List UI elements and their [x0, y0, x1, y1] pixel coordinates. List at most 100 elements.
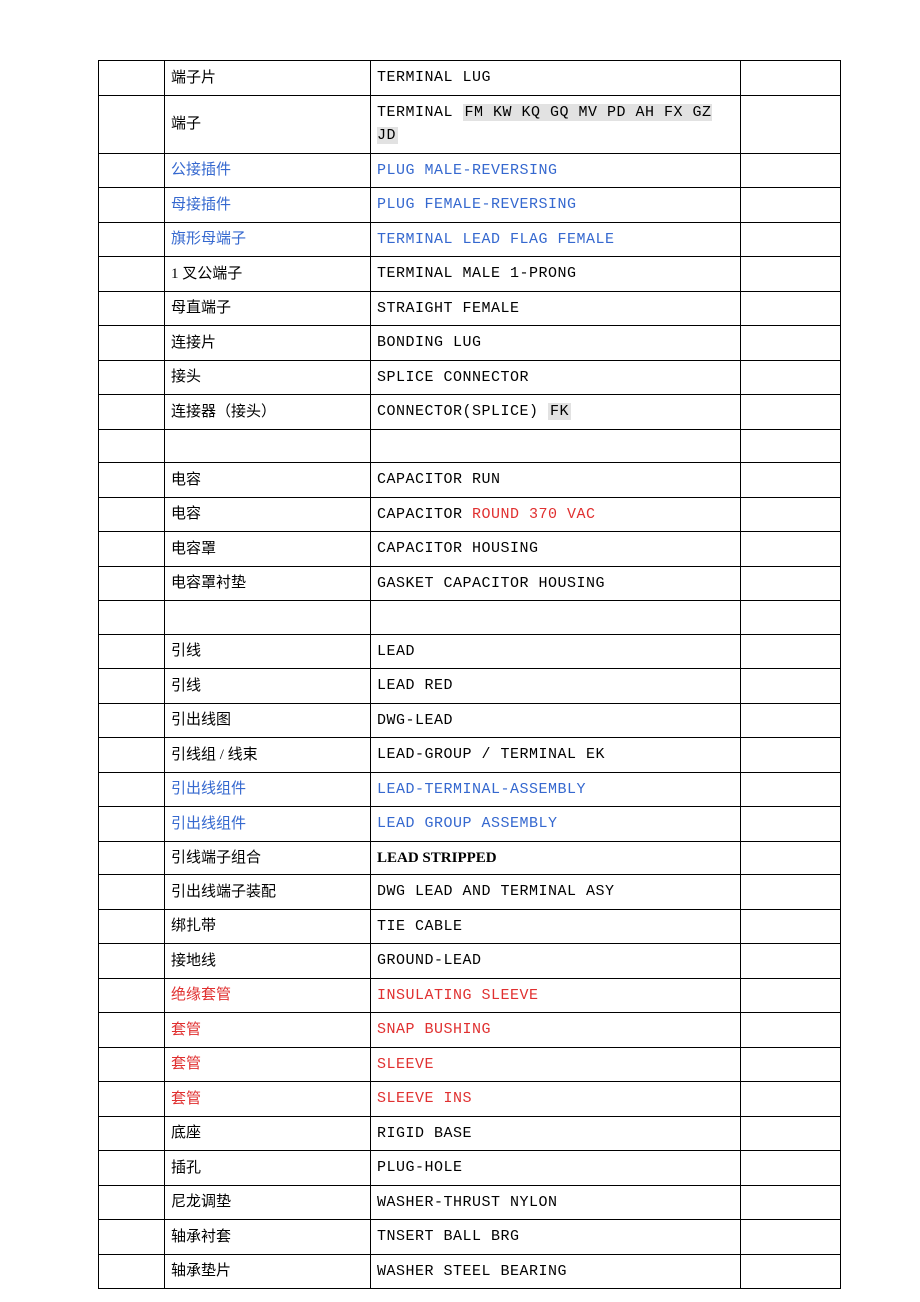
col-4	[741, 188, 841, 223]
chinese-term-text: 1 叉公端子	[171, 266, 242, 282]
table-row: 尼龙调垫WASHER-THRUST NYLON	[99, 1185, 841, 1220]
table-row: 绑扎带TIE CABLE	[99, 909, 841, 944]
english-term-segment: WASHER-THRUST NYLON	[377, 1194, 558, 1211]
english-term-segment: TERMINAL MALE 1-PRONG	[377, 265, 577, 282]
chinese-term-text: 母直端子	[171, 300, 231, 316]
english-term: WASHER-THRUST NYLON	[371, 1185, 741, 1220]
english-term: LEAD	[371, 634, 741, 669]
col-1	[99, 188, 165, 223]
page: 端子片TERMINAL LUG端子TERMINAL FM KW KQ GQ MV…	[0, 0, 920, 1302]
col-4	[741, 566, 841, 601]
col-1	[99, 1013, 165, 1048]
english-term-segment: CAPACITOR RUN	[377, 471, 501, 488]
english-term-segment: LEAD GROUP ASSEMBLY	[377, 815, 558, 832]
col-4	[741, 909, 841, 944]
chinese-term-text: 旗形母端子	[171, 231, 246, 247]
col-4	[741, 395, 841, 430]
col-4	[741, 944, 841, 979]
english-term-segment: SLEEVE INS	[377, 1090, 472, 1107]
english-term: LEAD STRIPPED	[371, 841, 741, 875]
english-term	[371, 601, 741, 635]
col-4	[741, 1220, 841, 1255]
col-1	[99, 463, 165, 498]
col-4	[741, 532, 841, 567]
col-4	[741, 291, 841, 326]
english-term: PLUG FEMALE-REVERSING	[371, 188, 741, 223]
english-term-segment: TERMINAL LUG	[377, 69, 491, 86]
english-term-segment: SNAP BUSHING	[377, 1021, 491, 1038]
table-row: 母直端子STRAIGHT FEMALE	[99, 291, 841, 326]
chinese-term-text: 引线	[171, 643, 201, 659]
table-row: 连接器（接头）CONNECTOR(SPLICE) FK	[99, 395, 841, 430]
english-term: CAPACITOR HOUSING	[371, 532, 741, 567]
col-4	[741, 1082, 841, 1117]
col-4	[741, 222, 841, 257]
chinese-term-text: 电容罩	[171, 541, 216, 557]
table-row: 引线端子组合 LEAD STRIPPED	[99, 841, 841, 875]
english-term: GROUND-LEAD	[371, 944, 741, 979]
english-term: TERMINAL MALE 1-PRONG	[371, 257, 741, 292]
chinese-term-text: 引线	[171, 678, 201, 694]
chinese-term: 电容	[165, 497, 371, 532]
table-row: 轴承衬套TNSERT BALL BRG	[99, 1220, 841, 1255]
chinese-term-text: 电容	[171, 506, 201, 522]
col-4	[741, 326, 841, 361]
col-1	[99, 703, 165, 738]
col-1	[99, 1220, 165, 1255]
english-term: SLEEVE	[371, 1047, 741, 1082]
english-term: CAPACITOR ROUND 370 VAC	[371, 497, 741, 532]
col-1	[99, 669, 165, 704]
col-4	[741, 1013, 841, 1048]
chinese-term: 底座	[165, 1116, 371, 1151]
chinese-term: 绝缘套管	[165, 978, 371, 1013]
english-term-segment: WASHER STEEL BEARING	[377, 1263, 567, 1280]
english-term-segment: DWG-LEAD	[377, 712, 453, 729]
chinese-term-text: 引出线组件	[171, 816, 246, 832]
chinese-term-text: 引出线组件	[171, 781, 246, 797]
english-term-segment: CAPACITOR HOUSING	[377, 540, 539, 557]
chinese-term-text: 端子片	[171, 70, 216, 86]
table-row: 引出线组件LEAD-TERMINAL-ASSEMBLY	[99, 772, 841, 807]
col-4	[741, 1047, 841, 1082]
chinese-term: 套管	[165, 1082, 371, 1117]
english-term-segment: TIE CABLE	[377, 918, 463, 935]
chinese-term: 引出线图	[165, 703, 371, 738]
chinese-term-text: 引出线图	[171, 712, 231, 728]
table-row: 插孔PLUG-HOLE	[99, 1151, 841, 1186]
chinese-term: 接地线	[165, 944, 371, 979]
english-term: WASHER STEEL BEARING	[371, 1254, 741, 1289]
col-1	[99, 807, 165, 842]
col-4	[741, 772, 841, 807]
chinese-term-text: 引出线端子装配	[171, 884, 276, 900]
col-1	[99, 566, 165, 601]
col-1	[99, 601, 165, 635]
col-4	[741, 1151, 841, 1186]
col-1	[99, 1151, 165, 1186]
table-row: 引线组 / 线束LEAD-GROUP / TERMINAL EK	[99, 738, 841, 773]
chinese-term-text: 引线端子组合	[171, 850, 261, 866]
col-1	[99, 772, 165, 807]
col-1	[99, 978, 165, 1013]
english-term-segment: DWG LEAD AND TERMINAL ASY	[377, 883, 615, 900]
chinese-term-text: 接头	[171, 369, 201, 385]
col-1	[99, 1254, 165, 1289]
col-4	[741, 875, 841, 910]
col-1	[99, 497, 165, 532]
chinese-term-text: 电容	[171, 472, 201, 488]
english-term: GASKET CAPACITOR HOUSING	[371, 566, 741, 601]
table-row: 接地线 GROUND-LEAD	[99, 944, 841, 979]
col-1	[99, 95, 165, 153]
english-term: CONNECTOR(SPLICE) FK	[371, 395, 741, 430]
col-4	[741, 1254, 841, 1289]
english-term-segment: GROUND-LEAD	[377, 952, 482, 969]
english-term-segment: FK	[548, 403, 571, 420]
col-1	[99, 1047, 165, 1082]
table-row: 套管 SLEEVE INS	[99, 1082, 841, 1117]
col-1	[99, 532, 165, 567]
table-row: 连接片BONDING LUG	[99, 326, 841, 361]
chinese-term: 引线	[165, 634, 371, 669]
table-row: 电容罩衬垫GASKET CAPACITOR HOUSING	[99, 566, 841, 601]
chinese-term: 套管	[165, 1013, 371, 1048]
table-row: 端子片 TERMINAL LUG	[99, 61, 841, 96]
col-4	[741, 360, 841, 395]
